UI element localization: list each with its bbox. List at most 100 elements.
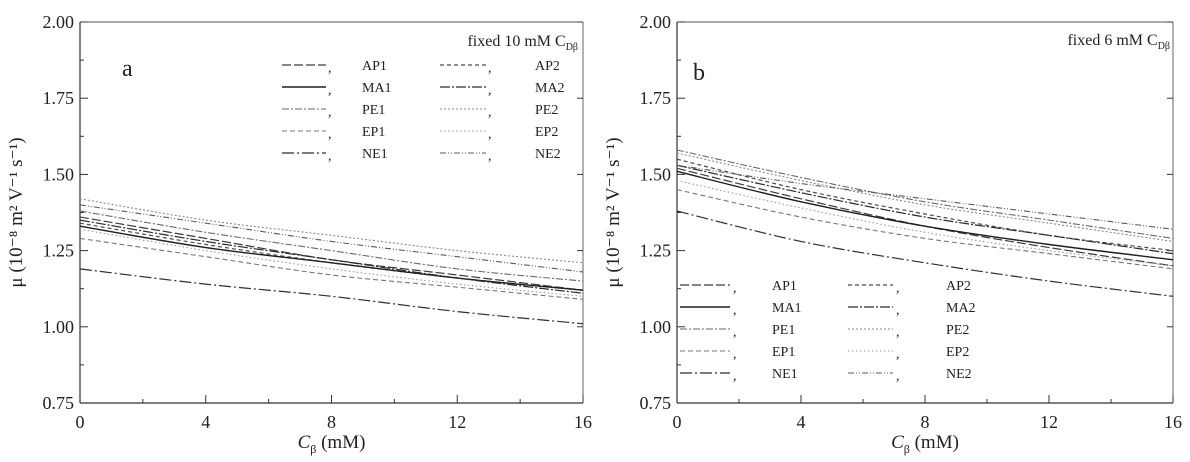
panel-b-series-ep2 bbox=[676, 179, 1174, 267]
panel-b-x-axis-label: Cβ (mM) bbox=[891, 432, 959, 456]
panel-a-legend-comma: , bbox=[328, 149, 332, 164]
panel-a-series-pe2 bbox=[79, 198, 584, 264]
panel-b-legend-label-ap1: AP1 bbox=[772, 279, 797, 294]
panel-a: 0.75 1.00 1.25 1.50 1.75 2.00 0 4 8 12 16 Cβ (mM) μ … bbox=[6, 12, 592, 456]
panel-a-y-tick-label: 2.00 bbox=[43, 12, 75, 32]
panel-b-series-pe1 bbox=[676, 149, 1174, 239]
panel-a-series-ne1 bbox=[79, 268, 584, 325]
panel-b-x-tick-label: 8 bbox=[921, 412, 930, 432]
panel-a-annotation-subscript: Dβ bbox=[566, 42, 578, 53]
panel-b-x-tick-label: 0 bbox=[673, 412, 682, 432]
panel-a-series-ep1 bbox=[79, 237, 584, 300]
panel-a-legend-comma: , bbox=[328, 61, 332, 76]
panel-b-letter: b bbox=[693, 60, 705, 86]
panel-b-legend-label-pe2: PE2 bbox=[946, 323, 969, 338]
panel-a-annotation: fixed 10 mM CDβ bbox=[467, 33, 578, 53]
panel-a-y-tick-label: 0.75 bbox=[43, 393, 75, 413]
panel-b-legend-comma: , bbox=[896, 369, 900, 384]
panel-a-series-ep2 bbox=[79, 228, 584, 297]
panel-a-series-ma1 bbox=[79, 225, 584, 291]
panel-b-y-tick-label: 0.75 bbox=[640, 393, 672, 413]
panel-b-x-tick-label: 4 bbox=[797, 412, 806, 432]
panel-b-legend-label-pe1: PE1 bbox=[772, 323, 795, 338]
panel-a-y-tick-label: 1.00 bbox=[43, 317, 75, 337]
panel-b-y-tick-label: 1.50 bbox=[640, 164, 672, 184]
panel-a-legend-label-ap2: AP2 bbox=[535, 59, 560, 74]
panel-a-legend-label-ne1: NE1 bbox=[362, 147, 388, 162]
panel-a-x-axis-label: Cβ (mM) bbox=[298, 432, 366, 456]
panel-b-legend-label-ap2: AP2 bbox=[946, 279, 971, 294]
panel-a-legend-comma: , bbox=[488, 83, 492, 98]
panel-a-legend-label-ne2: NE2 bbox=[535, 147, 561, 162]
panel-a-x-tick-label: 12 bbox=[448, 412, 466, 432]
panel-a-series-pe1 bbox=[79, 210, 584, 282]
panel-a-x-axis-label-unit: (mM) bbox=[316, 432, 365, 453]
panel-b-legend-label-ma2: MA2 bbox=[946, 301, 976, 316]
panel-b-legend-comma: , bbox=[733, 281, 737, 296]
panel-b-series-ma1 bbox=[676, 170, 1174, 261]
panel-a-x-tick-label: 0 bbox=[76, 412, 85, 432]
panel-a-legend-comma: , bbox=[488, 149, 492, 164]
panel-a-legend-comma: , bbox=[488, 127, 492, 142]
panel-b-x-axis-label-unit: (mM) bbox=[910, 432, 959, 453]
panel-a-legend-comma: , bbox=[328, 127, 332, 142]
panel-b-legend-label-ep2: EP2 bbox=[946, 345, 969, 360]
panel-b-legend-comma: , bbox=[896, 347, 900, 362]
panel-b-legend-comma: , bbox=[896, 281, 900, 296]
panel-b-legend-label-ep1: EP1 bbox=[772, 345, 795, 360]
panel-b-x-tick-label: 12 bbox=[1040, 412, 1058, 432]
panel-a-y-axis-label: μ (10⁻⁸ m² V⁻¹ s⁻¹) bbox=[6, 137, 27, 287]
panel-a-x-tick-label: 8 bbox=[327, 412, 336, 432]
panel-a-legend-label-ap1: AP1 bbox=[362, 59, 387, 74]
panel-a-legend-comma: , bbox=[488, 105, 492, 120]
panel-a-series-ne2 bbox=[79, 204, 584, 273]
panel-b-legend-comma: , bbox=[896, 303, 900, 318]
panel-b: 0.75 1.00 1.25 1.50 1.75 2.00 0 4 8 12 16 Cβ (mM) μ … bbox=[603, 12, 1182, 456]
panel-a-letter: a bbox=[122, 56, 133, 82]
panel-b-legend-label-ma1: MA1 bbox=[772, 301, 802, 316]
panel-b-series-ne1 bbox=[676, 210, 1174, 297]
panel-b-annotation: fixed 6 mM CDβ bbox=[1067, 32, 1170, 52]
panel-a-x-tick-label: 4 bbox=[201, 412, 210, 432]
panel-a-series-ap1 bbox=[79, 216, 584, 291]
panel-b-y-tick-label: 1.25 bbox=[640, 241, 672, 261]
panel-a-legend-label-ma2: MA2 bbox=[535, 81, 565, 96]
panel-b-y-tick-label: 1.00 bbox=[640, 317, 672, 337]
panel-a-x-axis-label-subscript: β bbox=[310, 442, 316, 456]
panel-a-legend-label-ep2: EP2 bbox=[535, 125, 558, 140]
panel-b-x-axis-label-subscript: β bbox=[904, 442, 910, 456]
panel-b-legend-label-ne2: NE2 bbox=[946, 367, 972, 382]
panel-b-annotation-subscript: Dβ bbox=[1158, 41, 1170, 52]
panel-b-legend-comma: , bbox=[896, 325, 900, 340]
panel-a-legend-comma: , bbox=[488, 61, 492, 76]
panel-b-legend-comma: , bbox=[733, 325, 737, 340]
panel-b-x-tick-label: 16 bbox=[1164, 412, 1182, 432]
panel-b-series-pe2 bbox=[676, 152, 1174, 243]
panel-a-legend-comma: , bbox=[328, 83, 332, 98]
panel-a-x-axis-label-symbol: C bbox=[298, 432, 311, 453]
panel-b-series-ma2 bbox=[676, 164, 1174, 255]
panel-b-y-axis-label: μ (10⁻⁸ m² V⁻¹ s⁻¹) bbox=[603, 137, 624, 287]
panel-b-legend-comma: , bbox=[733, 369, 737, 384]
panel-b-series-ep1 bbox=[676, 189, 1174, 270]
panel-b-legend-comma: , bbox=[733, 303, 737, 318]
panel-a-legend-label-pe2: PE2 bbox=[535, 103, 558, 118]
panel-a-annotation-main: fixed 10 mM C bbox=[467, 33, 565, 50]
panel-a-y-tick-label: 1.25 bbox=[43, 241, 75, 261]
panel-a-y-tick-label: 1.75 bbox=[43, 88, 75, 108]
panel-b-annotation-main: fixed 6 mM C bbox=[1067, 32, 1157, 49]
panel-a-legend-comma: , bbox=[328, 105, 332, 120]
panel-a-series-ma2 bbox=[79, 219, 584, 294]
panel-a-legend-label-ep1: EP1 bbox=[362, 125, 385, 140]
panel-a-y-tick-label: 1.50 bbox=[43, 164, 75, 184]
panel-a-x-tick-label: 16 bbox=[574, 412, 592, 432]
panel-b-series-ne2 bbox=[676, 164, 1174, 230]
panel-b-legend-comma: , bbox=[733, 347, 737, 362]
panel-b-legend-label-ne1: NE1 bbox=[772, 367, 798, 382]
panel-a-legend-label-pe1: PE1 bbox=[362, 103, 385, 118]
panel-b-x-axis-label-symbol: C bbox=[891, 432, 904, 453]
panel-b-y-tick-label: 2.00 bbox=[640, 12, 672, 32]
panel-a-legend-label-ma1: MA1 bbox=[362, 81, 392, 96]
panel-b-y-tick-label: 1.75 bbox=[640, 88, 672, 108]
